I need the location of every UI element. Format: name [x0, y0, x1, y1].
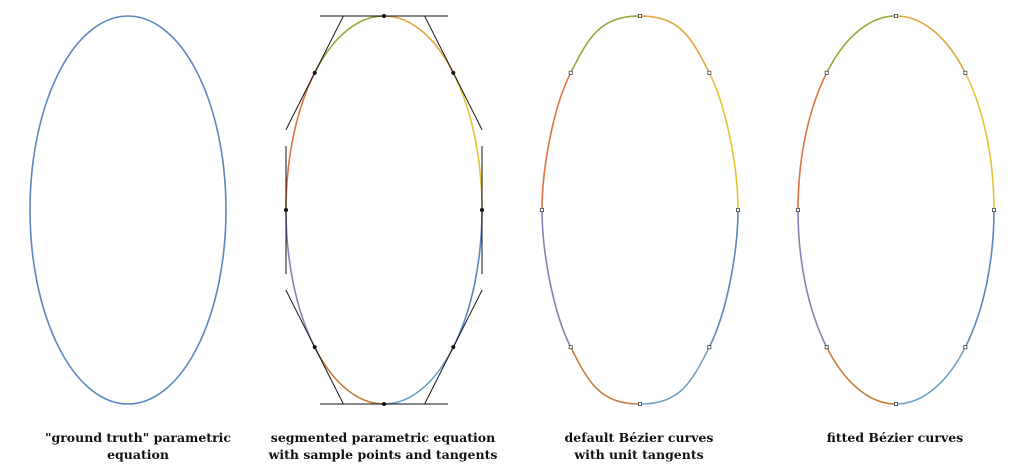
caption-line: default Bézier curves: [564, 430, 714, 445]
curve-segment: [383, 346, 455, 405]
fitted-bezier-segment: [964, 72, 995, 211]
fitted-bezier-segment: [964, 209, 995, 348]
default-bezier-segment: [708, 209, 739, 348]
sample-point: [382, 14, 386, 18]
sample-point: [284, 208, 288, 212]
fitted-bezier-segment: [797, 72, 828, 211]
curve-segment: [285, 72, 316, 211]
control-point: [638, 13, 643, 18]
default-bezier-segment: [541, 209, 572, 348]
sample-point: [480, 208, 484, 212]
control-point: [963, 70, 968, 75]
caption-line: fitted Bézier curves: [826, 430, 964, 445]
curve-segment: [383, 15, 455, 74]
control-point: [707, 70, 712, 75]
curve-segment: [313, 15, 385, 74]
panel-segmented-parametric: [284, 14, 484, 406]
caption-segmented-parametric: segmented parametric equation with sampl…: [263, 429, 503, 463]
default-bezier-segment: [569, 15, 641, 74]
curve-segment: [452, 72, 483, 211]
sample-point: [312, 345, 317, 350]
control-point: [894, 401, 899, 406]
fitted-bezier-segment: [825, 346, 897, 405]
sample-point: [451, 345, 456, 350]
control-point: [992, 207, 997, 212]
caption-line: with unit tangents: [574, 447, 704, 462]
caption-line: segmented parametric equation: [270, 430, 496, 445]
caption-line: with sample points and tangents: [268, 447, 498, 462]
control-point: [568, 345, 573, 350]
default-bezier-segment: [541, 72, 572, 211]
caption-default-bezier: default Bézier curves with unit tangents: [519, 429, 759, 463]
fitted-bezier-segment: [895, 15, 967, 74]
sample-point: [382, 402, 386, 406]
sample-point: [451, 70, 456, 75]
control-point: [638, 401, 643, 406]
caption-fitted-bezier: fitted Bézier curves: [775, 429, 1015, 446]
sample-point: [312, 70, 317, 75]
default-bezier-segment: [708, 72, 739, 211]
caption-line: "ground truth" parametric equation: [44, 430, 232, 462]
panel-default-bezier: [540, 13, 741, 406]
control-point: [736, 207, 741, 212]
panel-fitted-bezier: [796, 13, 997, 406]
panel-ground-truth: [29, 15, 227, 405]
curve-segment: [452, 209, 483, 348]
caption-ground-truth: "ground truth" parametric equation: [18, 429, 258, 463]
control-point: [824, 345, 829, 350]
default-bezier-segment: [639, 15, 711, 74]
default-bezier-segment: [639, 346, 711, 405]
control-point: [796, 207, 801, 212]
fitted-bezier-segment: [895, 346, 967, 405]
control-point: [568, 70, 573, 75]
default-bezier-segment: [569, 346, 641, 405]
control-point: [540, 207, 545, 212]
curve-segment: [285, 209, 316, 348]
curve-segment: [313, 346, 385, 405]
control-point: [963, 345, 968, 350]
fitted-bezier-segment: [797, 209, 828, 348]
ground-truth-ellipse: [29, 15, 227, 405]
fitted-bezier-segment: [825, 15, 897, 74]
control-point: [824, 70, 829, 75]
control-point: [707, 345, 712, 350]
control-point: [894, 13, 899, 18]
